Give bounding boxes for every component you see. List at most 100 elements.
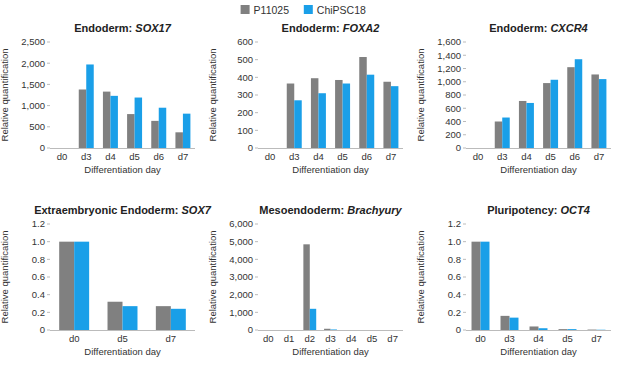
- y-tick: [47, 330, 50, 331]
- chart-title: Endoderm: FOXA2: [282, 22, 380, 34]
- bar: P11025: [471, 148, 478, 149]
- x-tick-label: d6: [361, 151, 372, 162]
- x-tick-label: d7: [386, 151, 397, 162]
- x-tick-label: d3: [325, 333, 336, 344]
- bar: P11025: [543, 83, 550, 148]
- y-tick: [463, 121, 466, 122]
- panel: Extraembryonic Endoderm: SOX7Relative qu…: [0, 204, 212, 357]
- panel: Endoderm: CXCR4Relative quantification02…: [415, 22, 611, 175]
- y-axis-label: Relative quantification: [415, 49, 426, 142]
- bar: ChiPSC18: [135, 98, 142, 148]
- legend-label: ChiPSC18: [317, 4, 366, 16]
- title-part: Endoderm:: [74, 22, 135, 34]
- y-tick-label: 1,600: [437, 36, 461, 47]
- y-tick: [47, 126, 50, 127]
- y-tick-label: 0.2: [448, 307, 461, 318]
- y-tick: [255, 312, 258, 313]
- y-tick: [255, 77, 258, 78]
- bar: P11025: [591, 74, 598, 148]
- y-tick-label: 0: [40, 142, 45, 153]
- figure: P11025ChiPSC18Endoderm: SOX17Relative qu…: [0, 0, 620, 369]
- bar: P11025: [303, 244, 309, 330]
- x-axis-label: Differentiation day: [500, 164, 577, 175]
- y-tick: [255, 112, 258, 113]
- bars: P11025P11025P11025P11025P11025P11025ChiP…: [495, 59, 607, 148]
- y-tick-label: 0: [40, 324, 45, 335]
- x-tick-label: d4: [313, 151, 324, 162]
- x-axis-label: Differentiation day: [292, 164, 369, 175]
- y-tick-label: 0: [248, 324, 253, 335]
- x-axis-label: Differentiation day: [84, 346, 161, 357]
- y-tick: [463, 312, 466, 313]
- bar: P11025: [519, 101, 526, 148]
- y-tick: [255, 224, 258, 225]
- bar: ChiPSC18: [551, 80, 558, 148]
- bar: ChiPSC18: [599, 79, 606, 148]
- chart-title: Mesoendoderm: Brachyury: [259, 204, 402, 216]
- x-axis-label: Differentiation day: [84, 164, 161, 175]
- y-tick: [255, 148, 258, 149]
- x-tick-label: d3: [289, 151, 300, 162]
- bar: P11025: [103, 92, 110, 148]
- chart-title: Endoderm: SOX17: [74, 22, 171, 34]
- x-tick-label: d3: [81, 151, 92, 162]
- x-tick-label: d4: [533, 333, 544, 344]
- y-tick: [47, 241, 50, 242]
- y-tick-label: 100: [237, 125, 253, 136]
- y-tick-label: 0: [456, 324, 461, 335]
- y-tick: [463, 330, 466, 331]
- bar: ChiPSC18: [391, 86, 398, 148]
- x-tick-label: d0: [263, 333, 274, 344]
- bars: P11025P11025P11025P11025P11025P11025ChiP…: [287, 57, 399, 148]
- title-part: Pluripotency:: [487, 204, 560, 216]
- y-tick: [47, 224, 50, 225]
- y-tick-label: 0.4: [32, 289, 45, 300]
- x-tick-label: d5: [545, 151, 556, 162]
- y-tick: [255, 330, 258, 331]
- bar: P11025: [472, 242, 481, 330]
- bar: ChiPSC18: [597, 329, 606, 330]
- y-tick-label: 200: [445, 129, 461, 140]
- y-tick-label: 3,000: [229, 271, 253, 282]
- bar: ChiPSC18: [526, 103, 533, 148]
- bar: ChiPSC18: [393, 330, 399, 331]
- bar: P11025: [559, 329, 568, 330]
- y-tick-label: 500: [237, 54, 253, 65]
- y-tick: [255, 42, 258, 43]
- panel: Endoderm: SOX17Relative quantification05…: [0, 22, 195, 175]
- x-tick-label: d4: [346, 333, 357, 344]
- y-tick: [47, 84, 50, 85]
- y-tick-label: 1.2: [448, 218, 461, 229]
- x-tick-label: d4: [105, 151, 116, 162]
- y-tick: [463, 259, 466, 260]
- y-tick: [463, 55, 466, 56]
- x-tick-label: d6: [153, 151, 164, 162]
- title-part: Endoderm:: [282, 22, 343, 34]
- bar: P11025: [366, 330, 372, 331]
- title-gene: SOX17: [135, 22, 171, 34]
- legend-swatch: [241, 5, 250, 14]
- y-tick-label: 0.4: [448, 289, 461, 300]
- y-tick-label: 0.6: [448, 271, 461, 282]
- y-tick: [47, 42, 50, 43]
- bar: ChiPSC18: [86, 64, 93, 148]
- x-tick-label: d7: [387, 333, 398, 344]
- bar: P11025: [359, 57, 366, 148]
- bar: ChiPSC18: [372, 330, 378, 331]
- bar: ChiPSC18: [310, 309, 316, 330]
- y-tick-label: 6,000: [229, 218, 253, 229]
- bars: P11025P11025P11025P11025P11025ChiPSC18Ch…: [472, 242, 606, 330]
- y-tick: [47, 63, 50, 64]
- y-tick-label: 300: [237, 89, 253, 100]
- x-axis-label: Differentiation day: [500, 346, 577, 357]
- bar: ChiPSC18: [268, 330, 274, 331]
- x-tick-label: d5: [337, 151, 348, 162]
- title-part: Extraembryonic Endoderm:: [34, 204, 181, 216]
- bar: ChiPSC18: [159, 108, 166, 148]
- bar: ChiPSC18: [270, 148, 277, 149]
- bar: P11025: [262, 330, 268, 331]
- x-tick-label: d5: [129, 151, 140, 162]
- y-tick-label: 0.8: [32, 254, 45, 265]
- y-tick-label: 1.2: [32, 218, 45, 229]
- bar: P11025: [345, 330, 351, 331]
